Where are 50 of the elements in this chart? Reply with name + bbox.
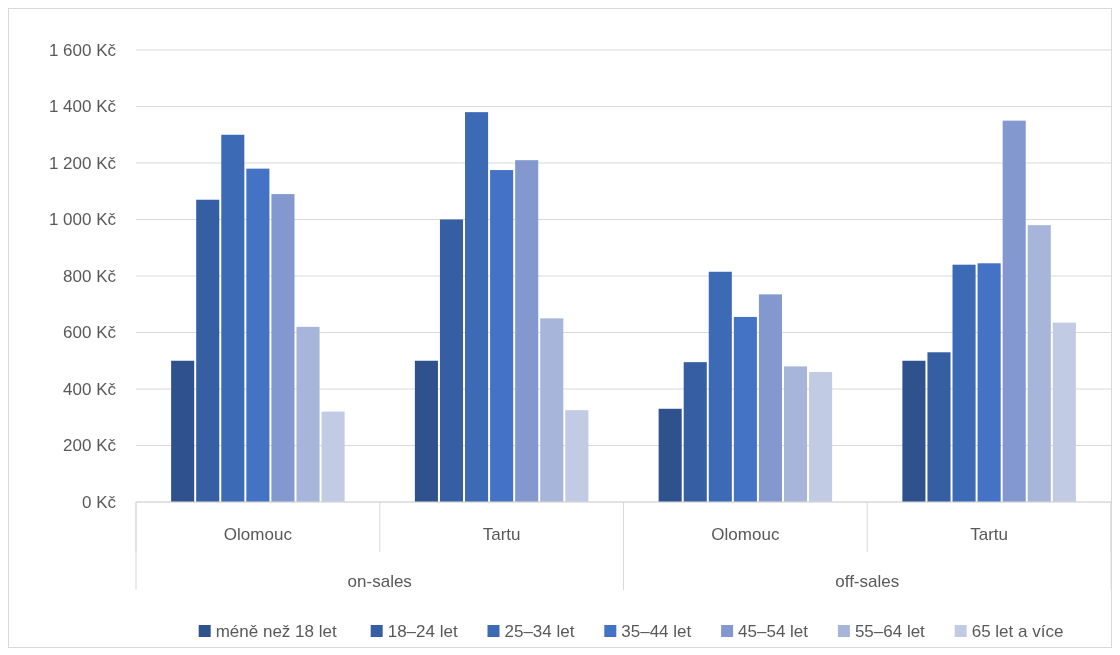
bar (683, 362, 707, 502)
text: on-sales (347, 572, 412, 591)
bar (321, 411, 345, 502)
bar (490, 170, 514, 502)
bar (902, 360, 926, 502)
bar (439, 219, 464, 502)
y-tick-label: 1 400 Kč (48, 97, 117, 117)
legend-label: 18–24 let (387, 621, 458, 641)
bar (1027, 225, 1051, 502)
text: off-sales (835, 572, 900, 591)
y-tick-label: 800 Kč (63, 266, 117, 286)
legend-label: 35–44 let (621, 621, 692, 641)
x-tick-label: Olomouc (223, 525, 293, 544)
bar (783, 366, 808, 502)
x-tick-label: Tartu (482, 525, 521, 544)
y-tick-label: 1 600 Kč (48, 40, 117, 60)
bar (927, 352, 951, 502)
bar (296, 326, 320, 502)
y-tick-label: 1 000 Kč (48, 210, 117, 230)
y-tick-label: 0 Kč (81, 492, 117, 512)
bar (658, 408, 682, 502)
legend-label: 65 let a více (971, 621, 1064, 641)
bar (708, 271, 732, 502)
bar (246, 168, 270, 502)
bar (1052, 322, 1076, 502)
y-tick-label: 600 Kč (63, 323, 117, 343)
bar (952, 264, 976, 502)
x-tick-label: Olomouc (711, 525, 780, 544)
bar (271, 194, 295, 502)
bar (733, 316, 757, 502)
bar (515, 160, 539, 502)
bar (977, 263, 1001, 502)
x-tick-label: Tartu (970, 525, 1009, 544)
y-tick-label: 1 200 Kč (48, 153, 117, 173)
bar (414, 360, 438, 502)
bar (540, 318, 564, 502)
y-tick-label: 200 Kč (63, 436, 117, 456)
bar (465, 112, 489, 502)
y-tick-label: 400 Kč (63, 379, 117, 399)
legend-label: 45–54 let (738, 621, 809, 641)
bar (565, 410, 589, 502)
bar (171, 360, 195, 502)
bar (758, 294, 782, 502)
legend-label: 55–64 let (854, 621, 926, 641)
bar (221, 134, 245, 502)
legend-label: 25–34 let (504, 621, 575, 641)
legend-label: méně než 18 let (215, 621, 337, 641)
bar (196, 199, 220, 502)
bar (1002, 120, 1026, 502)
bar (809, 372, 833, 502)
